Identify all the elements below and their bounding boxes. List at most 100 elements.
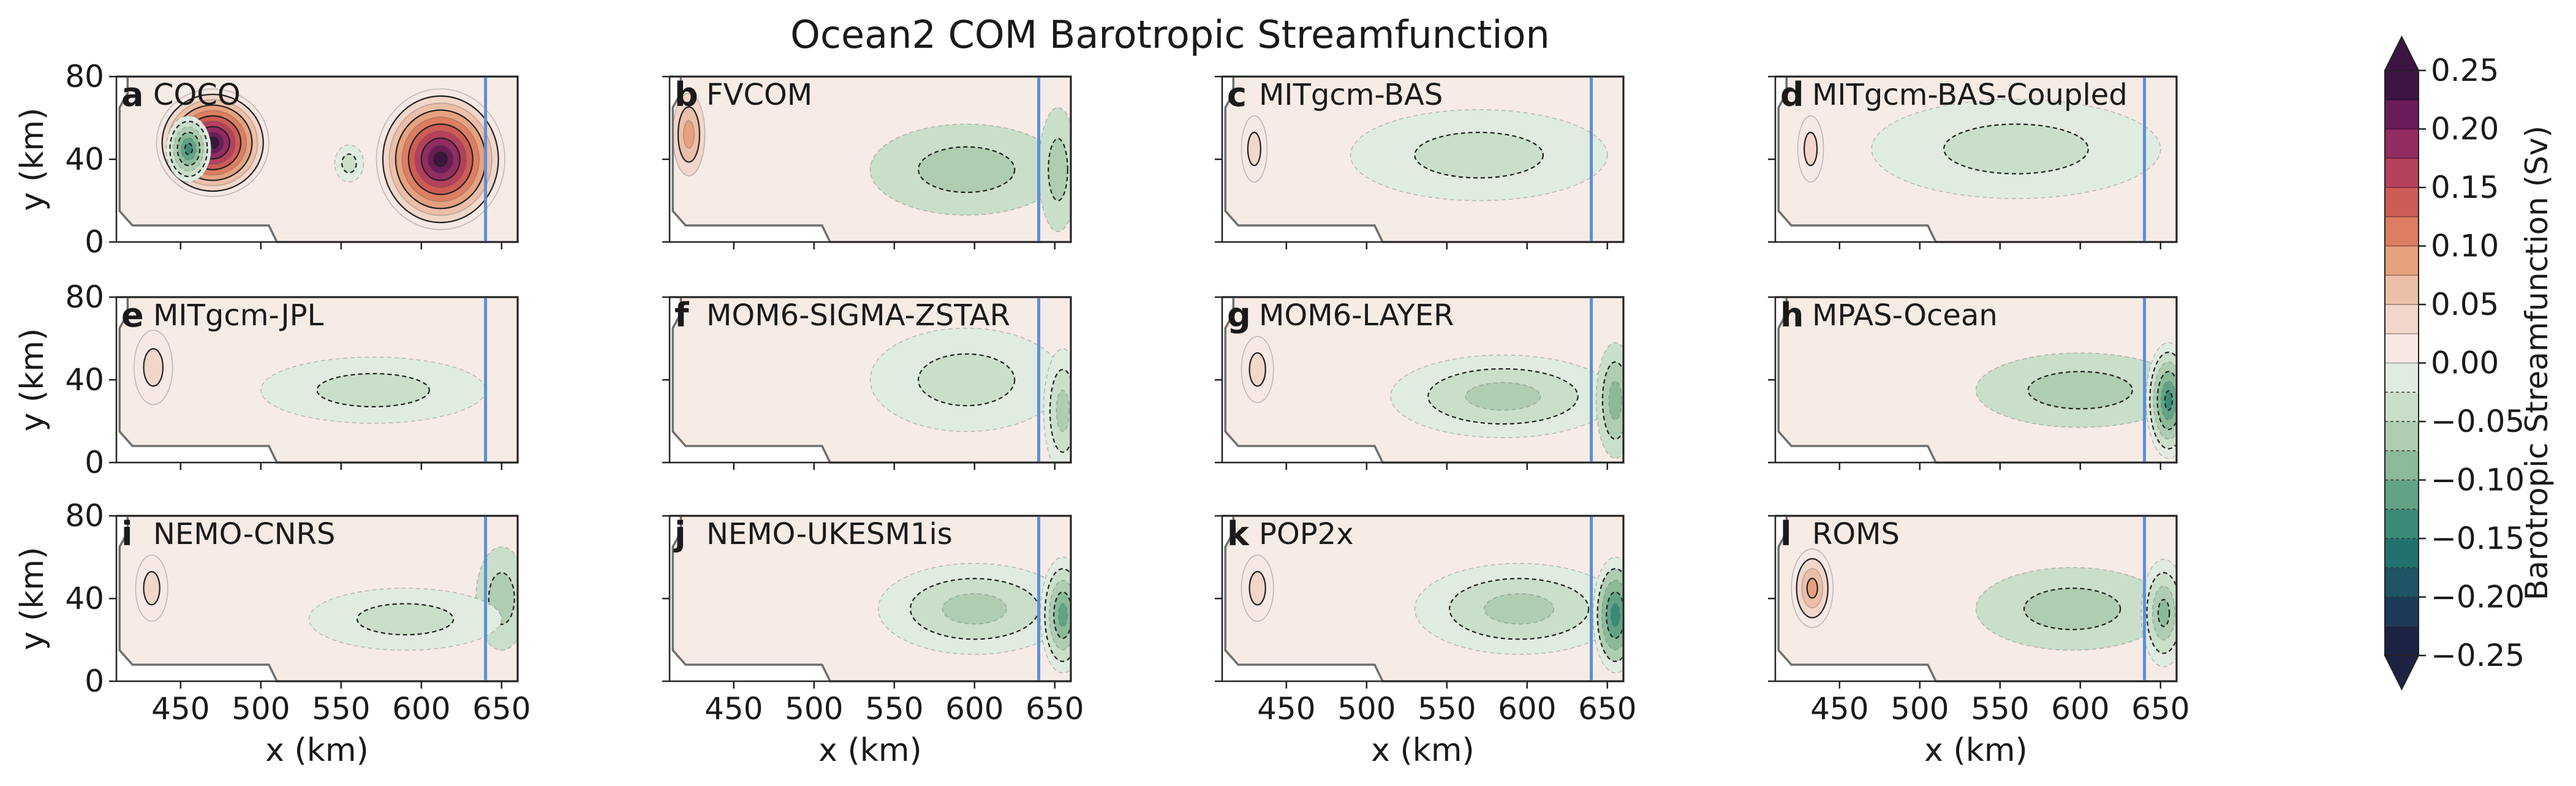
contour-fill xyxy=(434,152,447,167)
contour-line xyxy=(308,588,502,651)
panel-e: 0 40 80 y (km) e MITgcm-JPL xyxy=(14,279,519,480)
contour-line xyxy=(2140,559,2177,668)
contour-line xyxy=(1247,132,1261,167)
x-tick-label: 600 xyxy=(2051,691,2109,727)
colorbar-tick-label: 0.20 xyxy=(2431,111,2499,147)
contour-line xyxy=(2164,390,2174,411)
y-tick-label: 80 xyxy=(65,279,104,315)
panel-model-name: MITgcm-JPL xyxy=(153,298,324,333)
contour-fill xyxy=(1249,353,1266,387)
contour-line xyxy=(2151,586,2176,641)
colorbar-segment xyxy=(2385,99,2419,130)
streamfunction-field xyxy=(670,297,1071,463)
contour-fill xyxy=(1807,578,1818,599)
contour-line xyxy=(184,143,194,156)
streamfunction-field xyxy=(1222,516,1623,681)
contour-line xyxy=(1241,554,1274,622)
panel-model-name: MOM6-SIGMA-ZSTAR xyxy=(706,298,1010,333)
contour-line xyxy=(134,330,173,406)
contour-line xyxy=(1791,548,1834,628)
contour-line xyxy=(1049,580,1071,651)
contour-line xyxy=(1797,115,1824,183)
contour-line xyxy=(1043,348,1071,463)
contour-fill xyxy=(683,121,695,148)
x-tick-label: 650 xyxy=(1025,691,1084,727)
colorbar-segment xyxy=(2385,597,2419,627)
contour-line xyxy=(1414,132,1544,179)
contour-line xyxy=(1943,123,2090,175)
panel-model-name: NEMO-CNRS xyxy=(153,517,335,551)
panel-model-name: COCO xyxy=(153,78,241,112)
contour-line xyxy=(1601,361,1623,440)
contour-line xyxy=(143,571,161,606)
contour-line xyxy=(1806,577,1818,599)
contour-line xyxy=(1601,580,1623,651)
streamfunction-field xyxy=(670,516,1071,681)
panel-model-name: NEMO-UKESM1is xyxy=(706,517,953,551)
panel-letter: f xyxy=(674,296,689,334)
x-tick-label: 550 xyxy=(1418,691,1476,727)
x-tick-label: 500 xyxy=(232,691,290,727)
colorbar: 0.25 0.20 0.15 0.10 0.05 0.00 −0.05 −0.10 −0.15 −… xyxy=(2384,35,2555,691)
y-tick-label: 40 xyxy=(65,362,104,398)
contour-line xyxy=(1465,382,1541,411)
contour-line xyxy=(1801,568,1824,608)
panel-letter: d xyxy=(1780,75,1804,114)
y-tick-label: 0 xyxy=(85,445,104,480)
contour-line xyxy=(1449,578,1590,640)
contour-fill xyxy=(2024,588,2121,630)
colorbar-tick-label: −0.25 xyxy=(2431,638,2525,673)
colorbar-tick-label: −0.05 xyxy=(2431,404,2525,439)
contour-line xyxy=(1595,342,1623,459)
contour-line xyxy=(2023,588,2121,630)
colorbar-tick-label: 0.10 xyxy=(2431,229,2499,264)
contour-fill xyxy=(1247,132,1261,166)
contour-fill xyxy=(143,349,163,387)
colorbar-tick-label: −0.20 xyxy=(2431,580,2525,615)
contour-fill xyxy=(1056,390,1070,432)
contour-line xyxy=(1248,352,1266,387)
contour-line xyxy=(156,88,270,197)
x-tick-label: 550 xyxy=(865,691,923,727)
contour-line xyxy=(1804,132,1818,167)
contour-line xyxy=(1248,571,1266,606)
streamfunction-field xyxy=(1775,297,2177,463)
contour-fill xyxy=(942,594,1007,624)
panel-model-name: FVCOM xyxy=(706,78,812,112)
panel-model-name: ROMS xyxy=(1812,517,1900,551)
contour-fill xyxy=(2158,599,2170,627)
contour-line xyxy=(1596,568,1623,662)
panel-letter: b xyxy=(674,75,698,114)
contour-fill xyxy=(918,146,1015,192)
contour-fill xyxy=(2164,391,2173,410)
x-tick-label: 450 xyxy=(1257,691,1315,727)
panel-i: 450 500 550 600 650 0 40 80 x (km) y (km) i NEMO-CN… xyxy=(14,498,531,769)
contour-line xyxy=(1427,368,1579,425)
panel-c: c MITgcm-BAS xyxy=(1215,75,1625,249)
colorbar-segment xyxy=(2385,246,2419,276)
colorbar-segment xyxy=(2385,363,2419,393)
colorbar-segment xyxy=(2385,392,2419,422)
colorbar-segment xyxy=(2385,538,2419,569)
contour-fill xyxy=(1058,603,1068,627)
x-tick-label: 600 xyxy=(392,691,450,727)
contour-fill xyxy=(342,154,357,173)
contour-line xyxy=(173,126,205,172)
contour-fill xyxy=(1609,381,1622,420)
contour-line xyxy=(165,115,212,183)
streamfunction-field xyxy=(1775,77,2177,242)
panel-g: g MOM6-LAYER xyxy=(1215,296,1625,470)
x-axis-label: x (km) xyxy=(265,732,369,769)
contour-fill xyxy=(1415,132,1543,178)
colorbar-tick-label: 0.00 xyxy=(2431,346,2499,381)
colorbar-tick-label: −0.10 xyxy=(2431,463,2525,498)
contour-line xyxy=(677,106,701,163)
contour-line xyxy=(2146,572,2177,654)
contour-line xyxy=(407,123,474,195)
colorbar-extend-top xyxy=(2384,35,2420,71)
contour-line xyxy=(376,88,505,230)
y-tick-label: 40 xyxy=(65,581,104,616)
contour-line xyxy=(1044,568,1071,662)
streamfunction-field xyxy=(116,77,518,242)
